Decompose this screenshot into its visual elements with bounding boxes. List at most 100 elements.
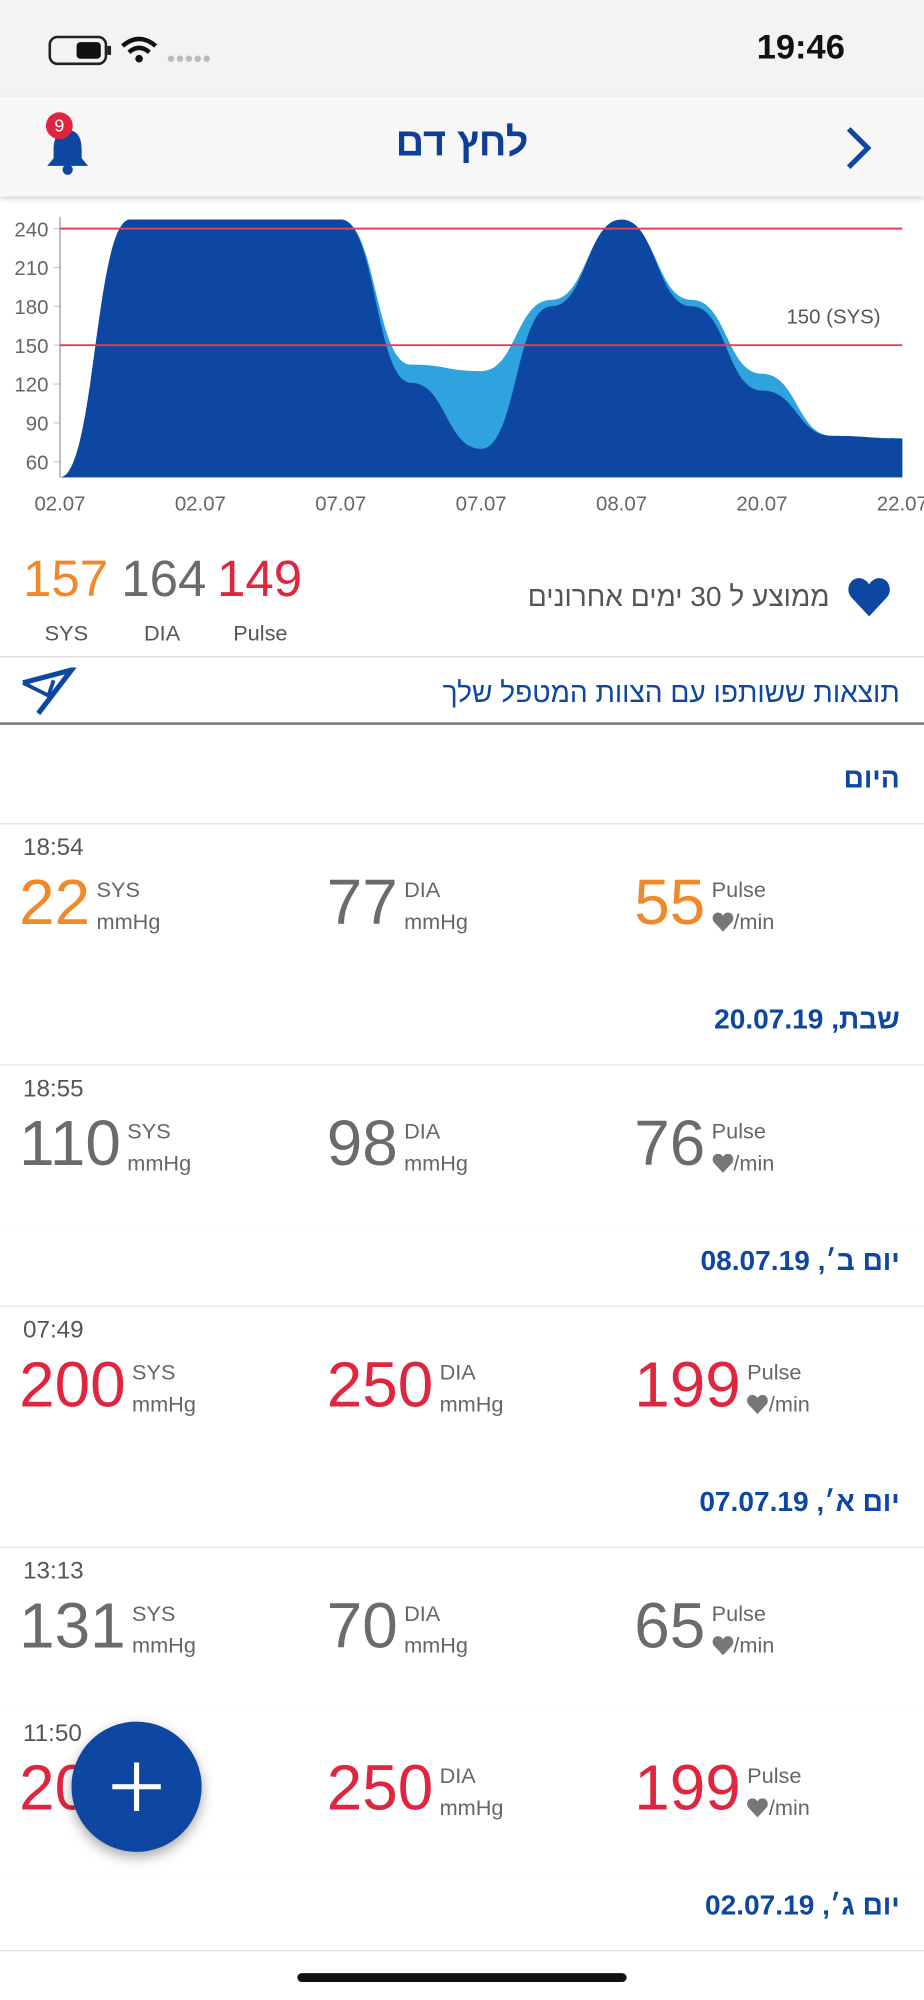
area-series — [59, 219, 903, 478]
unit-name: DIA — [404, 1601, 441, 1626]
status-icons — [48, 35, 210, 66]
x-tick-label: 20.07 — [736, 493, 787, 515]
sys-value: 22 — [19, 866, 91, 939]
unit: mmHg — [440, 1389, 504, 1421]
unit: /min — [712, 1630, 775, 1662]
measurement-row[interactable]: 18:55 110 SYS mmHg 98 DIA mmHg 76 Pulse/min — [0, 1065, 924, 1230]
measurement-row[interactable]: 07:49 200 SYS mmHg 250 DIA mmHg 199 Pulse/min — [0, 1306, 924, 1471]
pulse-reading: 65 Pulse/min — [634, 1590, 774, 1661]
y-tick-label: 180 — [14, 297, 48, 319]
unit-name: Pulse — [711, 1119, 766, 1144]
unit-name: Pulse — [747, 1763, 802, 1789]
avg-pulse-label: Pulse — [233, 621, 288, 646]
unit-label: mmHg — [404, 1633, 468, 1658]
unit-name: SYS — [96, 878, 140, 903]
unit: mmHg — [404, 1630, 468, 1662]
bell-icon[interactable] — [43, 123, 91, 177]
chart: 60 90 120 150 180 210 240 02.07 02.07 07.07 07.07 0… — [14, 216, 924, 515]
heart-small — [747, 1394, 769, 1415]
sys-reading: 110 SYS mmHg — [19, 1108, 191, 1179]
sys-value: 131 — [19, 1590, 126, 1662]
unit: mmHg — [404, 1147, 468, 1179]
units: Pulse/min — [747, 1760, 810, 1824]
heart-shape — [712, 912, 733, 932]
unit: mmHg — [127, 1147, 191, 1179]
heart-small — [747, 1798, 769, 1818]
x-tick-label: 02.07 — [34, 493, 85, 515]
heart-icon — [848, 578, 890, 617]
sys-reading: 22 SYS mmHg — [19, 867, 160, 938]
clock: 19:46 — [756, 28, 845, 67]
date-label: יום ג׳, 02.07.19 — [705, 1888, 900, 1921]
unit: /min — [712, 906, 775, 938]
unit-label: mmHg — [404, 1151, 468, 1176]
unit-label: /min — [733, 1633, 775, 1658]
unit-name: SYS — [127, 1119, 171, 1144]
unit-label: /min — [733, 1151, 775, 1176]
pulse-value: 65 — [634, 1590, 706, 1662]
heart-small — [712, 1636, 733, 1656]
average-caption: ממוצע ל 30 ימים אחרונים — [527, 580, 830, 613]
dia-reading: 77 DIA mmHg — [327, 867, 468, 938]
date-header: שבת, 20.07.19 — [0, 986, 924, 1066]
unit-name: Pulse — [711, 878, 766, 903]
date-label: יום ב׳, 08.07.19 — [700, 1244, 900, 1277]
add-button[interactable] — [71, 1721, 202, 1852]
dia-value: 77 — [326, 866, 398, 939]
units: DIA mmHg — [404, 874, 468, 938]
share-icon[interactable] — [20, 667, 77, 718]
unit-name: DIA — [404, 1119, 441, 1144]
share-link[interactable]: תוצאות ששותפו עם הצוות המטפל שלך — [442, 676, 900, 709]
measurement-row[interactable]: 18:54 22 SYS mmHg 77 DIA mmHg 55 Pulse/min — [0, 824, 924, 988]
x-tick-label: 07.07 — [456, 493, 507, 515]
unit-label: mmHg — [132, 1392, 196, 1417]
forward-chevron[interactable] — [842, 125, 875, 171]
nav-bar: 9 לחץ דם — [0, 96, 924, 197]
y-tick-label: 60 — [26, 452, 49, 474]
unit-label: /min — [768, 1392, 810, 1417]
date-label: יום א׳, 07.07.19 — [699, 1485, 900, 1518]
units: DIA mmHg — [404, 1598, 468, 1662]
sys-value: 110 — [19, 1107, 121, 1180]
measurement-time: 18:55 — [22, 1075, 84, 1103]
units: Pulse/min — [747, 1357, 810, 1421]
heart-small — [712, 912, 733, 932]
unit-label: /min — [733, 909, 775, 935]
dia-value: 250 — [326, 1348, 434, 1421]
unit: mmHg — [97, 906, 161, 938]
dia-reading: 250 DIA mmHg — [327, 1349, 504, 1420]
units: SYS mmHg — [97, 874, 161, 938]
x-tick-label: 08.07 — [596, 493, 647, 515]
status-bar: 19:46 — [0, 0, 924, 97]
pulse-reading: 55 Pulse/min — [634, 867, 774, 938]
pulse-value: 199 — [634, 1348, 741, 1421]
units: Pulse/min — [712, 874, 775, 938]
units: SYS mmHg — [132, 1598, 196, 1662]
avg-pulse: 149 — [216, 551, 303, 608]
unit-label: /min — [768, 1795, 810, 1820]
avg-dia-label: DIA — [143, 621, 181, 646]
unit-name: SYS — [132, 1601, 176, 1626]
date-header: יום א׳, 07.07.19 — [0, 1468, 924, 1549]
unit-label: mmHg — [439, 1795, 504, 1820]
measurement-row[interactable]: 13:13 131 SYS mmHg 70 DIA mmHg 65 Pulse/min — [0, 1548, 924, 1712]
unit-name: DIA — [439, 1763, 476, 1789]
unit: /min — [747, 1792, 810, 1824]
unit: mmHg — [404, 906, 468, 938]
heart-shape — [747, 1798, 769, 1818]
unit-label: mmHg — [439, 1392, 504, 1417]
dia-reading: 250 DIA mmHg — [327, 1752, 504, 1823]
units: DIA mmHg — [440, 1760, 504, 1824]
heart-small — [712, 1153, 733, 1173]
units: SYS mmHg — [127, 1115, 191, 1179]
pulse-reading: 76 Pulse/min — [634, 1108, 774, 1179]
unit-label: mmHg — [132, 1633, 196, 1658]
unit: /min — [747, 1389, 810, 1421]
units: DIA mmHg — [404, 1115, 468, 1179]
unit-name: DIA — [404, 878, 441, 903]
pulse-value: 55 — [634, 866, 706, 939]
dia-value: 70 — [326, 1590, 398, 1662]
sys-value: 200 — [19, 1348, 126, 1421]
measurement-time: 07:49 — [22, 1317, 84, 1344]
